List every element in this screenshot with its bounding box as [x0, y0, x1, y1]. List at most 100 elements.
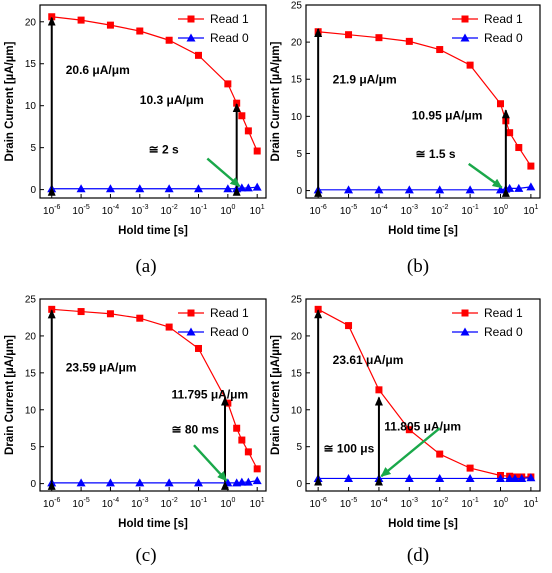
chart-panel-1: 0 5 10 15 20 25 10-6 10-5 10-4 10-3 10-2 10-1 100 101… [270, 1, 541, 277]
read0-point [526, 182, 536, 191]
legend-marker [460, 327, 470, 336]
y-tick-label: 0 [30, 479, 36, 490]
x-axis-label: Hold time [s] [118, 518, 188, 530]
x-tick-label: 10-5 [72, 204, 89, 217]
read0-point [510, 473, 520, 482]
read1-point [436, 46, 444, 54]
read0-point [223, 184, 233, 193]
read1-point [527, 162, 535, 170]
read1-point [466, 464, 474, 472]
read1-point [77, 308, 85, 316]
y-tick-label: 20 [291, 331, 303, 342]
chart-panel-0: 0 5 10 15 20 10-6 10-5 10-4 10-3 10-2 10-1 100 101 Ho… [4, 4, 267, 277]
read0-point [164, 478, 174, 487]
read1-point [106, 310, 114, 318]
chart-panel-3: 0 5 10 15 20 25 10-6 10-5 10-4 10-3 10-2 10-1 100 101… [270, 295, 541, 566]
y-tick-label: 20 [291, 38, 303, 49]
half-swing-label: 11.795 μA/μm [171, 388, 248, 402]
read0-point [135, 184, 145, 193]
y-tick-label: 25 [25, 295, 37, 306]
y-tick-label: 0 [296, 479, 302, 490]
x-tick-label: 10-5 [72, 497, 89, 510]
half-swing-label: 10.95 μA/μm [412, 108, 483, 122]
x-tick-label: 10-4 [370, 497, 387, 510]
x-tick-label: 10-1 [461, 204, 478, 217]
read0-point [164, 184, 174, 193]
read1-point [48, 305, 56, 313]
read0-point [252, 476, 262, 485]
x-tick-label: 10-2 [431, 497, 448, 510]
read1-point [466, 61, 474, 69]
read1-point [244, 448, 252, 456]
retention-time-label: ≅ 100 μs [324, 442, 375, 456]
plot-frame [39, 4, 267, 199]
x-axis-label: Hold time [s] [388, 518, 458, 530]
read1-point [165, 36, 173, 44]
read0-point [344, 473, 354, 482]
read1-point [77, 16, 85, 24]
y-tick-label: 15 [25, 59, 37, 70]
x-tick-label: 10-4 [370, 204, 387, 217]
read1-point [405, 37, 413, 45]
read1-point [515, 144, 523, 152]
full-swing-label: 21.9 μA/μm [333, 73, 397, 87]
legend-marker [460, 33, 470, 42]
y-tick-label: 15 [291, 75, 303, 86]
legend-marker [461, 309, 469, 317]
read0-point [465, 473, 475, 482]
y-tick-label: 10 [25, 101, 37, 112]
retention-time-label: ≅ 80 ms [171, 422, 219, 436]
panel-caption: (b) [407, 256, 429, 277]
x-tick-label: 100 [220, 497, 235, 510]
retention-time-label: ≅ 2 s [149, 143, 179, 157]
x-tick-label: 10-3 [401, 204, 418, 217]
read1-point [194, 51, 202, 59]
x-tick-label: 10-2 [160, 497, 177, 510]
full-swing-label: 23.61 μA/μm [333, 353, 404, 367]
read1-point [106, 21, 114, 29]
x-tick-label: 10-4 [102, 497, 119, 510]
x-tick-label: 10-6 [309, 497, 326, 510]
y-tick-label: 0 [296, 186, 302, 197]
plot-frame [39, 298, 267, 492]
x-tick-label: 100 [493, 204, 508, 217]
retention-pointer-arrow [468, 162, 503, 189]
x-tick-label: 10-1 [190, 497, 207, 510]
read0-point [193, 184, 203, 193]
x-tick-label: 10-2 [160, 204, 177, 217]
read0-point [526, 473, 536, 482]
read1-point [238, 436, 246, 444]
y-tick-label: 5 [30, 143, 36, 154]
legend-label: Read 0 [484, 325, 523, 339]
panel-caption: (d) [407, 545, 429, 566]
read1-point [136, 27, 144, 35]
read0-point [237, 477, 247, 486]
plot-frame [305, 298, 541, 492]
retention-pointer-arrow [380, 427, 441, 478]
y-tick-label: 0 [30, 185, 36, 196]
read1-point [253, 147, 261, 155]
read1-point [136, 314, 144, 322]
x-tick-label: 101 [250, 497, 265, 510]
y-axis-label: Drain Current [µA/µm] [270, 41, 282, 161]
read1-point [345, 31, 353, 39]
y-axis-label: Drain Current [µA/µm] [4, 335, 16, 455]
x-tick-label: 10-5 [340, 497, 357, 510]
y-tick-label: 25 [291, 1, 303, 12]
legend-marker [186, 33, 196, 42]
x-tick-label: 10-6 [43, 204, 60, 217]
read1-point [233, 424, 241, 432]
y-axis-label: Drain Current [µA/µm] [4, 41, 16, 161]
read1-point [506, 129, 514, 137]
y-tick-label: 10 [291, 405, 303, 416]
x-tick-label: 101 [523, 497, 538, 510]
read1-point [375, 34, 383, 42]
legend-marker [187, 309, 195, 317]
read1-point [165, 323, 173, 331]
y-tick-label: 5 [296, 149, 302, 160]
y-tick-label: 5 [296, 442, 302, 453]
read1-point [238, 112, 246, 120]
x-tick-label: 10-3 [401, 497, 418, 510]
legend-label: Read 1 [484, 306, 523, 320]
